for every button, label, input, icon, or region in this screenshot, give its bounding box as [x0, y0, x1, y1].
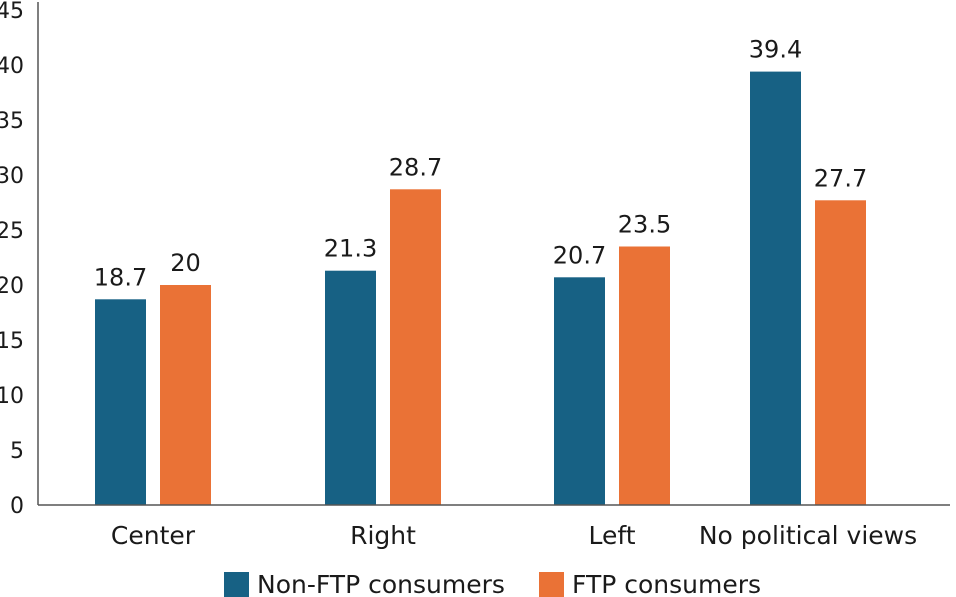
- x-category-label: Right: [350, 521, 416, 550]
- bar-value-label: 18.7: [94, 263, 147, 291]
- legend-label: FTP consumers: [572, 570, 761, 597]
- y-tick-label: 20: [0, 274, 24, 299]
- bar-value-label: 20.7: [553, 241, 606, 269]
- bar-value-label: 28.7: [389, 153, 442, 181]
- value-labels: 18.7 21.3 20.7 39.4 20 28.7 23.5 27.7: [94, 36, 867, 292]
- legend: Non-FTP consumers FTP consumers: [224, 570, 761, 597]
- bar: [160, 285, 211, 505]
- bar: [750, 71, 801, 505]
- bars: [95, 71, 866, 506]
- bar-value-label: 39.4: [749, 36, 802, 64]
- y-tick-label: 15: [0, 329, 24, 354]
- bar: [554, 277, 605, 505]
- y-axis: 0 5 10 15 20 25 30 35 40 45: [0, 0, 39, 519]
- bar-value-label: 20: [170, 249, 201, 277]
- y-tick-label: 45: [0, 0, 24, 24]
- legend-swatch: [539, 572, 564, 597]
- y-tick-label: 30: [0, 164, 24, 189]
- x-axis: Center Right Left No political views: [38, 504, 950, 550]
- legend-swatch: [224, 572, 249, 597]
- y-tick-label: 35: [0, 109, 24, 134]
- bar: [815, 200, 866, 506]
- y-tick-label: 0: [10, 494, 24, 519]
- x-category-label: Left: [588, 521, 635, 550]
- x-category-label: Center: [111, 521, 196, 550]
- legend-label: Non-FTP consumers: [257, 570, 505, 597]
- bar: [95, 299, 146, 505]
- bar: [390, 189, 441, 506]
- bar-value-label: 21.3: [324, 235, 377, 263]
- y-tick-label: 25: [0, 219, 24, 244]
- bar: [325, 270, 376, 505]
- y-tick-label: 5: [10, 439, 24, 464]
- y-tick-label: 40: [0, 54, 24, 79]
- bar: [619, 246, 670, 505]
- bar-value-label: 23.5: [618, 211, 671, 239]
- x-category-label: No political views: [699, 521, 917, 550]
- y-tick-label: 10: [0, 384, 24, 409]
- bar-value-label: 27.7: [814, 164, 867, 192]
